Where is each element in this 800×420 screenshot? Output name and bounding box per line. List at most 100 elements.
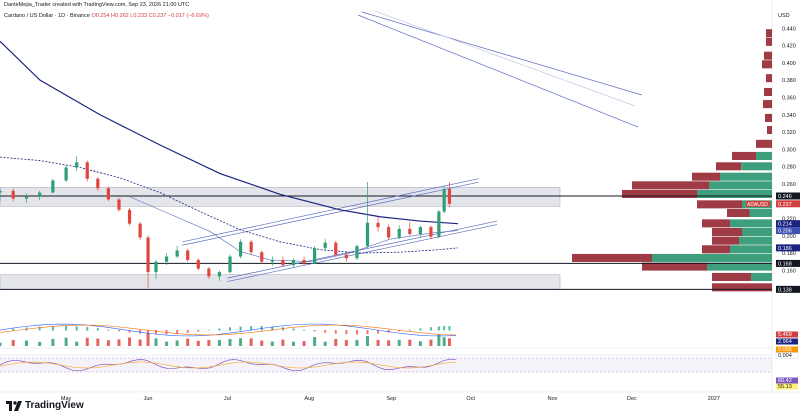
indicator-tag bbox=[776, 338, 798, 345]
candle-body bbox=[291, 259, 296, 266]
candle-body bbox=[249, 241, 253, 253]
time-tick-label: Dec bbox=[627, 396, 637, 402]
volume-bar bbox=[64, 337, 68, 346]
price-axis-tag-label: 0.168 bbox=[778, 261, 792, 267]
volume-profile-bar bbox=[732, 151, 756, 160]
macd-histogram-bar bbox=[218, 328, 221, 331]
projection-line bbox=[374, 10, 636, 107]
volume-profile-bar bbox=[707, 262, 772, 271]
ticker-tag bbox=[746, 200, 770, 207]
candle-body bbox=[228, 256, 232, 273]
candle-body bbox=[38, 192, 42, 197]
macd-histogram-bar bbox=[334, 330, 337, 334]
volume-profile-bar bbox=[572, 253, 652, 262]
candle-body bbox=[408, 228, 412, 235]
price-tick-label: 0.420 bbox=[782, 44, 796, 50]
macd-histogram-bar bbox=[387, 330, 390, 333]
price-tick-label: 0.260 bbox=[782, 182, 796, 188]
price-tick-label: 0.340 bbox=[782, 113, 796, 119]
price-axis-tag bbox=[776, 244, 800, 252]
price-tick-label: 0.380 bbox=[782, 78, 796, 84]
channel-upper-line bbox=[182, 178, 479, 243]
macd-histogram-bar bbox=[366, 330, 369, 335]
volume-bar bbox=[51, 338, 55, 346]
candle-body bbox=[164, 256, 169, 262]
indicator-tag-label: 60.42 bbox=[778, 378, 792, 384]
volume-bar bbox=[175, 340, 179, 346]
candle-body bbox=[429, 227, 433, 237]
volume-profile-bar bbox=[716, 162, 742, 171]
moving-average-long bbox=[0, 40, 459, 225]
candle-body bbox=[217, 272, 222, 277]
price-tick-label: 0.280 bbox=[782, 165, 796, 171]
volume-bar bbox=[270, 341, 274, 346]
moving-average-short bbox=[129, 196, 459, 262]
macd-histogram-bar bbox=[303, 329, 306, 331]
moving-average-mid bbox=[0, 156, 459, 254]
candle-body bbox=[127, 209, 132, 224]
price-axis-tag bbox=[776, 227, 800, 235]
price-tick-label: 0.160 bbox=[782, 268, 796, 274]
volume-profile-bar bbox=[756, 151, 772, 160]
price-tick-label: 0.180 bbox=[782, 251, 796, 257]
volume-bar bbox=[85, 337, 89, 346]
tradingview-logo[interactable]: TradingView bbox=[6, 400, 84, 411]
candle-body bbox=[313, 247, 317, 264]
price-pane bbox=[0, 24, 772, 298]
candle-body bbox=[376, 222, 380, 228]
candle-body bbox=[0, 190, 2, 193]
time-tick-label: Jun bbox=[144, 396, 153, 402]
volume-profile-bar bbox=[764, 51, 772, 60]
projection-line bbox=[357, 14, 639, 128]
candle-body bbox=[96, 178, 100, 189]
volume-profile-bar bbox=[642, 262, 707, 271]
price-axis-tag-label: 0.186 bbox=[778, 246, 792, 252]
volume-bar bbox=[281, 339, 285, 346]
macd-histogram-bar bbox=[419, 328, 422, 331]
channel-upper-line bbox=[182, 181, 479, 246]
candle-body bbox=[418, 227, 422, 235]
macd-histogram-bar bbox=[207, 329, 210, 331]
volume-bar bbox=[437, 334, 441, 346]
ohlc-values: O0.254 H0.262 L0.233 C0.237 −0.017 (−6.6… bbox=[91, 13, 209, 19]
indicator-tag bbox=[776, 331, 798, 338]
macd-histogram-bar bbox=[38, 326, 41, 331]
macd-histogram-bar bbox=[197, 330, 200, 332]
indicator-tag-label: 0.004 bbox=[778, 353, 792, 359]
volume-profile-bar bbox=[632, 181, 709, 190]
price-axis-tag bbox=[776, 285, 800, 293]
price-axis-tag-label: 0.237 bbox=[778, 202, 792, 208]
indicator-tag bbox=[775, 352, 799, 359]
candle-body bbox=[24, 196, 29, 199]
volume-bar bbox=[365, 336, 369, 346]
macd-histogram-bar bbox=[443, 326, 446, 331]
price-axis-tag bbox=[776, 200, 800, 208]
macd-histogram-bar bbox=[250, 326, 253, 331]
volume-bar bbox=[249, 338, 253, 346]
volume-bar bbox=[355, 339, 359, 346]
macd-histogram-bar bbox=[12, 328, 15, 331]
volume-bar bbox=[313, 337, 317, 346]
support-resistance-zone bbox=[0, 187, 561, 207]
channel-lower-line bbox=[227, 220, 498, 279]
volume-bar bbox=[11, 340, 15, 346]
candle-body bbox=[365, 222, 370, 247]
volume-profile-bar bbox=[749, 208, 772, 218]
volume-profile-bar bbox=[730, 219, 772, 228]
price-axis-tag bbox=[776, 220, 800, 228]
macd-histogram-bar bbox=[165, 330, 168, 335]
macd-histogram-bar bbox=[429, 327, 432, 331]
macd-histogram-bar bbox=[107, 329, 110, 331]
price-tick-label: 0.200 bbox=[782, 234, 796, 240]
macd-histogram-bar bbox=[324, 330, 327, 333]
symbol-title: Cardano / US Dollar · 1D · Binance bbox=[4, 13, 90, 19]
volume-profile-bar bbox=[712, 227, 742, 237]
macd-histogram-bar bbox=[229, 327, 232, 331]
candle-body bbox=[238, 241, 243, 257]
candle-body bbox=[138, 223, 142, 238]
price-axis-tag bbox=[776, 192, 800, 200]
volume-profile-bar bbox=[765, 113, 772, 122]
price-tick-label: 0.320 bbox=[782, 130, 796, 136]
